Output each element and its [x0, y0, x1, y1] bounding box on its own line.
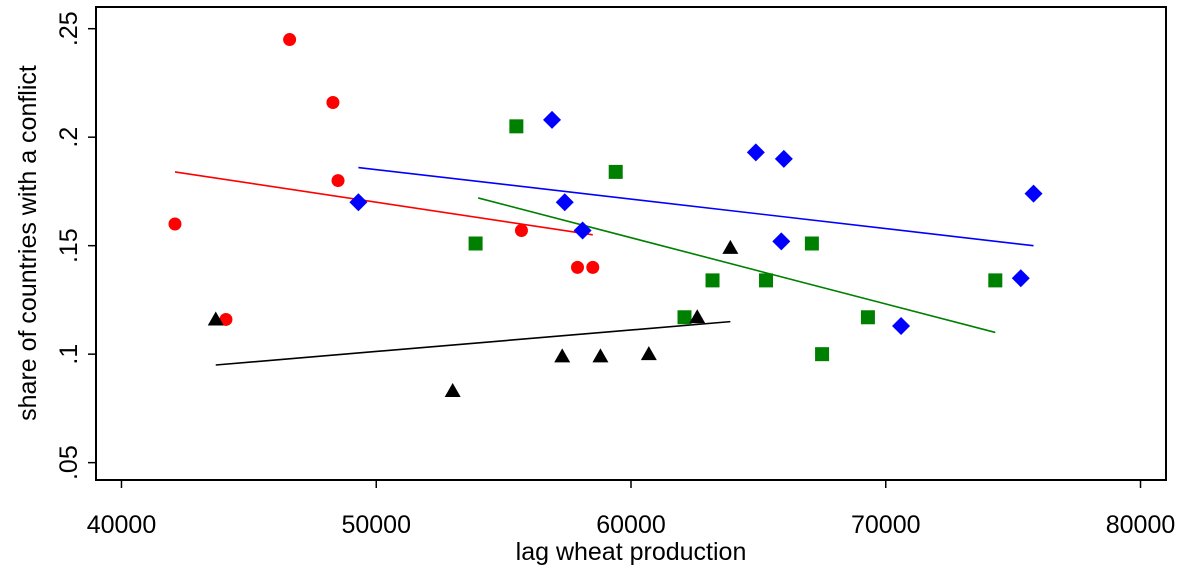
y-tick-label: .2: [55, 127, 83, 148]
data-point: [1024, 184, 1043, 203]
y-tick-label: .1: [55, 344, 83, 365]
x-tick-label: 80000: [1106, 511, 1176, 539]
data-markers: [168, 33, 1043, 398]
data-point: [804, 236, 819, 251]
data-point: [509, 119, 524, 134]
data-point: [444, 383, 461, 398]
data-point: [326, 95, 340, 109]
data-point: [746, 143, 765, 162]
x-axis: 40000 50000 60000 70000 80000: [87, 480, 1176, 539]
data-point: [677, 310, 692, 325]
data-point: [774, 149, 793, 168]
data-point: [1011, 269, 1030, 288]
data-point: [759, 273, 774, 288]
data-point: [892, 316, 911, 335]
x-tick-label: 70000: [851, 511, 921, 539]
plot-area: [95, 6, 1167, 481]
fit-line: [358, 166, 1034, 247]
data-point: [571, 260, 584, 274]
data-point: [283, 33, 297, 47]
data-point: [554, 348, 571, 363]
data-point: [514, 223, 528, 237]
x-axis-title: lag wheat production: [516, 538, 747, 566]
y-axis: .05 .1 .15 .2 .25: [55, 11, 96, 480]
data-point: [207, 311, 224, 326]
data-point: [860, 310, 875, 325]
data-point: [168, 217, 182, 231]
data-point: [349, 193, 368, 212]
fit-line: [477, 197, 996, 334]
data-point: [640, 346, 657, 361]
data-point: [689, 309, 706, 324]
y-tick-label: .05: [55, 445, 83, 480]
y-axis-title: share of countries with a conflict: [14, 65, 42, 421]
data-point: [219, 312, 233, 326]
data-point: [555, 193, 574, 212]
data-point: [586, 260, 600, 274]
x-tick-label: 60000: [596, 511, 666, 539]
data-point: [468, 236, 483, 251]
x-tick-label: 40000: [87, 511, 157, 539]
data-point: [331, 174, 345, 188]
y-tick-label: .25: [55, 11, 83, 46]
y-tick-label: .15: [55, 228, 83, 263]
data-point: [608, 164, 623, 179]
data-point: [722, 239, 739, 254]
data-point: [543, 110, 562, 129]
data-point: [573, 221, 592, 240]
data-point: [988, 273, 1003, 288]
x-tick-label: 50000: [341, 511, 411, 539]
fit-line: [215, 320, 731, 366]
data-point: [772, 232, 791, 251]
data-point: [592, 348, 609, 363]
data-point: [705, 273, 720, 288]
data-point: [815, 347, 830, 362]
